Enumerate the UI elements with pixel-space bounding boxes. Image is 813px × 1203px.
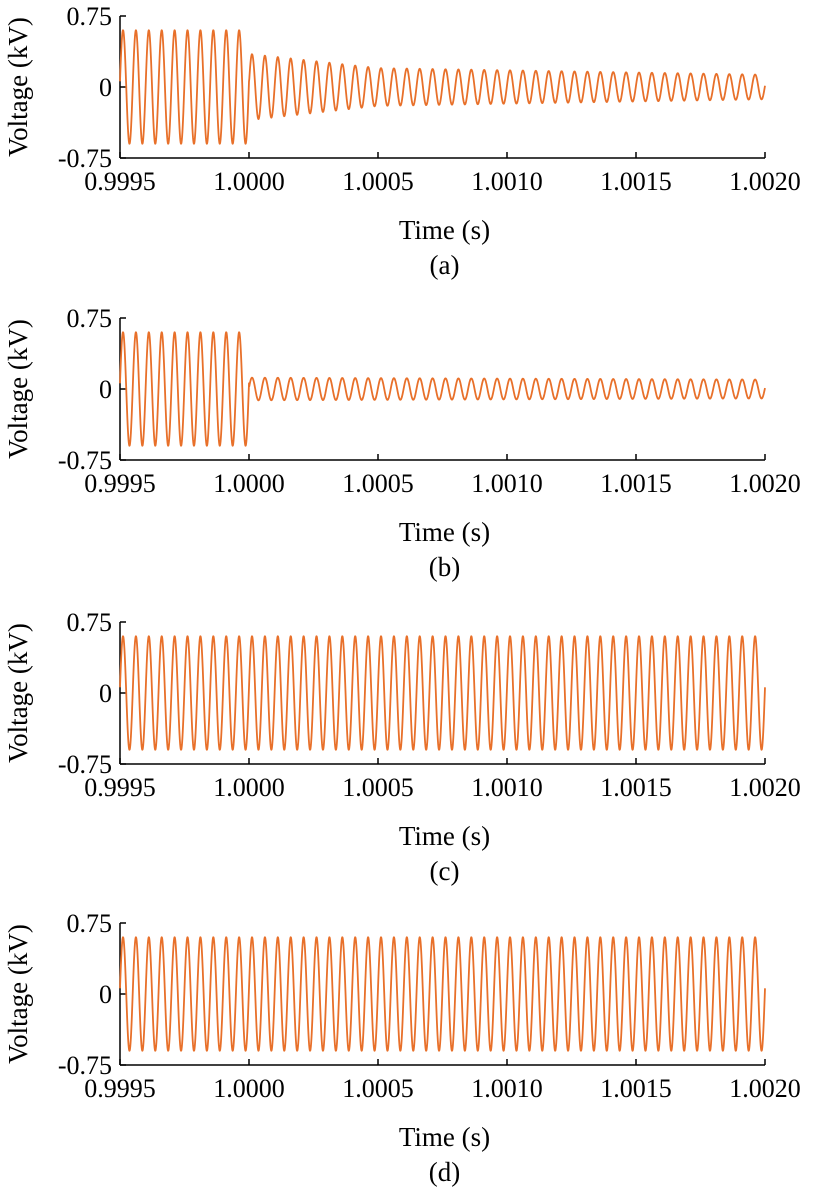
y-axis-title: Voltage (kV) bbox=[3, 924, 33, 1064]
x-tick-label: 0.9995 bbox=[84, 469, 156, 498]
x-tick-label: 1.0015 bbox=[600, 773, 672, 802]
x-tick-label: 1.0015 bbox=[600, 167, 672, 196]
y-tick-label: 0.75 bbox=[67, 304, 113, 333]
x-axis-title: Time (s) bbox=[399, 517, 490, 547]
panel-2: 0.9995 1.0000 1.0005 1.0010 1.0015 1.0020 0.75… bbox=[3, 304, 801, 582]
y-axis-title: Voltage (kV) bbox=[3, 17, 33, 157]
y-tick-label: 0 bbox=[99, 375, 112, 404]
panel-label: (c) bbox=[430, 856, 460, 886]
x-tick-label: 1.0005 bbox=[342, 773, 414, 802]
voltage-trace bbox=[119, 331, 766, 447]
y-tick-label: 0 bbox=[99, 679, 112, 708]
x-tick-label: 1.0010 bbox=[471, 469, 543, 498]
x-tick-label: 1.0020 bbox=[729, 167, 801, 196]
x-tick-label: 1.0005 bbox=[342, 469, 414, 498]
x-axis-title: Time (s) bbox=[399, 1122, 490, 1152]
y-tick-label: 0 bbox=[99, 73, 112, 102]
x-tick-label: 1.0010 bbox=[471, 167, 543, 196]
x-tick-label: 1.0020 bbox=[729, 1074, 801, 1103]
y-tick-label: 0.75 bbox=[67, 608, 113, 637]
y-tick-label: 0 bbox=[99, 980, 112, 1009]
x-tick-label: 1.0005 bbox=[342, 167, 414, 196]
y-tick-label: -0.75 bbox=[58, 750, 112, 779]
y-tick-label: -0.75 bbox=[58, 144, 112, 173]
panel-label: (d) bbox=[429, 1157, 460, 1187]
x-tick-label: 1.0020 bbox=[729, 469, 801, 498]
y-tick-label: -0.75 bbox=[58, 446, 112, 475]
x-tick-label: 0.9995 bbox=[84, 773, 156, 802]
voltage-trace bbox=[119, 635, 766, 751]
y-axis-title: Voltage (kV) bbox=[3, 623, 33, 763]
x-tick-label: 1.0000 bbox=[213, 167, 285, 196]
x-tick-label: 1.0020 bbox=[729, 773, 801, 802]
panel-label: (b) bbox=[429, 552, 460, 582]
panel-4: 0.9995 1.0000 1.0005 1.0010 1.0015 1.0020 0.75… bbox=[3, 909, 801, 1187]
x-tick-label: 1.0010 bbox=[471, 1074, 543, 1103]
voltage-trace bbox=[119, 936, 766, 1052]
panel-3: 0.9995 1.0000 1.0005 1.0010 1.0015 1.0020 0.75… bbox=[3, 608, 801, 886]
x-tick-label: 0.9995 bbox=[84, 1074, 156, 1103]
y-tick-label: 0.75 bbox=[67, 909, 113, 938]
y-axis-title: Voltage (kV) bbox=[3, 319, 33, 459]
x-tick-label: 1.0015 bbox=[600, 1074, 672, 1103]
x-tick-label: 0.9995 bbox=[84, 167, 156, 196]
x-tick-label: 1.0005 bbox=[342, 1074, 414, 1103]
panel-1: 0.9995 1.0000 1.0005 1.0010 1.0015 1.0020 0.75… bbox=[3, 2, 801, 280]
y-tick-label: 0.75 bbox=[67, 2, 113, 31]
voltage-trace bbox=[119, 29, 766, 145]
x-tick-label: 1.0015 bbox=[600, 469, 672, 498]
x-axis-title: Time (s) bbox=[399, 215, 490, 245]
x-axis-title: Time (s) bbox=[399, 821, 490, 851]
y-tick-label: -0.75 bbox=[58, 1051, 112, 1080]
x-tick-label: 1.0010 bbox=[471, 773, 543, 802]
x-tick-label: 1.0000 bbox=[213, 469, 285, 498]
x-tick-label: 1.0000 bbox=[213, 1074, 285, 1103]
x-tick-label: 1.0000 bbox=[213, 773, 285, 802]
panel-label: (a) bbox=[430, 250, 460, 280]
